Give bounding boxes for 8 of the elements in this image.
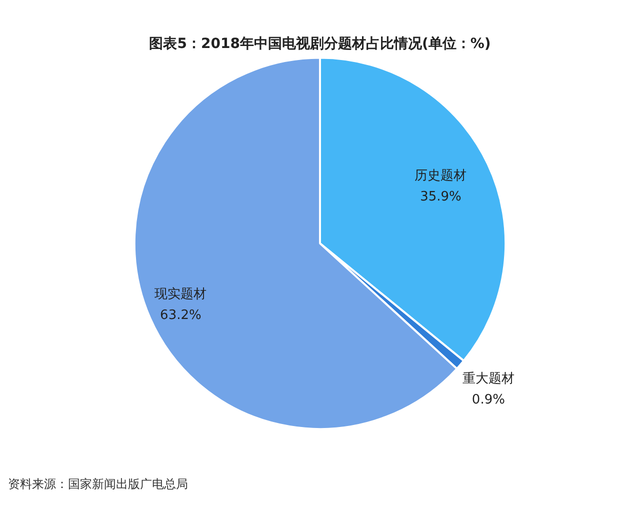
text: 资料来源：国家新闻出版广电总局 [8,476,188,493]
data-label: 35.9% [420,190,462,204]
slice-label: 重大题材 [462,371,514,386]
slice-label: 现实题材 [154,287,207,302]
data-label: 0.9% [472,392,505,408]
data-label: 63.2% [160,308,202,324]
chart-title: 图表5：2018年中国电视剧分题材占比情况(单位：%) [149,35,491,52]
slice-label: 历史题材 [414,168,467,184]
